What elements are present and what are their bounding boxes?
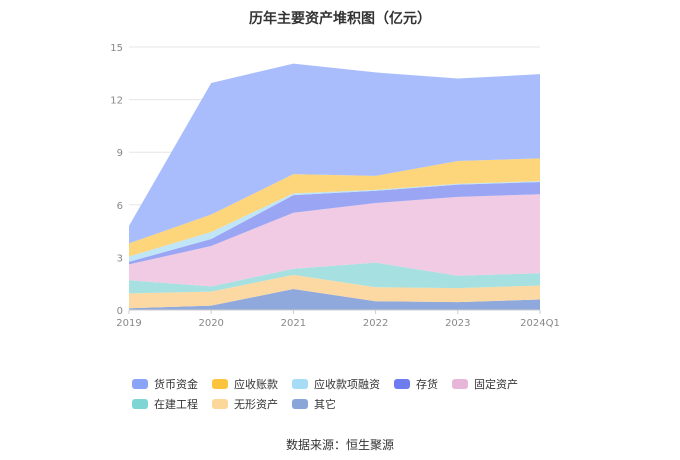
legend-item[interactable]: 无形资产: [212, 396, 278, 412]
area-series-7: [129, 158, 540, 257]
area-series-5: [129, 182, 540, 265]
legend-label: 存货: [416, 378, 438, 391]
legend: 货币资金 应收账款 应收款项融资 存货 固定资产在建工程 无形资产 其它: [132, 376, 592, 412]
legend-swatch: [292, 379, 308, 389]
area-series-4: [129, 194, 540, 287]
legend-label: 应收账款: [234, 378, 278, 391]
legend-swatch: [212, 379, 228, 389]
legend-label: 在建工程: [154, 398, 198, 411]
legend-label: 其它: [314, 398, 336, 411]
legend-swatch: [132, 379, 148, 389]
legend-swatch: [212, 399, 228, 409]
area-series-3: [129, 262, 540, 294]
area-series-2: [129, 274, 540, 309]
legend-item[interactable]: 货币资金: [132, 376, 198, 392]
legend-label: 货币资金: [154, 378, 198, 391]
legend-label: 应收款项融资: [314, 378, 380, 391]
legend-item[interactable]: 其它: [292, 396, 336, 412]
x-tick-label: 2021: [281, 318, 306, 329]
legend-label: 无形资产: [234, 398, 278, 411]
legend-swatch: [452, 379, 468, 389]
data-source: 数据来源：恒生聚源: [285, 438, 394, 452]
y-tick-label: 6: [117, 201, 123, 212]
x-tick-label: 2020: [198, 318, 223, 329]
legend-item[interactable]: 固定资产: [452, 376, 518, 392]
legend-item[interactable]: 在建工程: [132, 396, 198, 412]
y-tick-label: 3: [117, 253, 123, 264]
area-series-1: [129, 288, 540, 310]
x-tick-label: 2023: [445, 318, 470, 329]
area-series-8: [129, 63, 540, 244]
legend-item[interactable]: 存货: [394, 376, 438, 392]
legend-item[interactable]: 应收款项融资: [292, 376, 380, 392]
x-tick-label: 2019: [116, 318, 141, 329]
legend-label: 固定资产: [474, 378, 518, 391]
axis-group: 0 3 6 9 12 15 2019 2020 2021 2022 2023 2024Q1: [110, 43, 560, 329]
legend-item[interactable]: 应收账款: [212, 376, 278, 392]
y-tick-label: 9: [117, 148, 123, 159]
y-tick-label: 15: [110, 43, 123, 54]
y-tick-label: 12: [110, 96, 123, 107]
legend-swatch: [394, 379, 410, 389]
area-series-group: [129, 63, 540, 310]
x-tick-label: 2022: [363, 318, 388, 329]
x-tick-label: 2024Q1: [520, 318, 560, 329]
legend-swatch: [132, 399, 148, 409]
stacked-area-chart: 0 3 6 9 12 15 2019 2020 2021 2022 2023 2024Q1: [110, 43, 560, 329]
chart-title: 历年主要资产堆积图（亿元）: [249, 11, 431, 27]
legend-swatch: [292, 399, 308, 409]
y-tick-label: 0: [117, 306, 123, 317]
